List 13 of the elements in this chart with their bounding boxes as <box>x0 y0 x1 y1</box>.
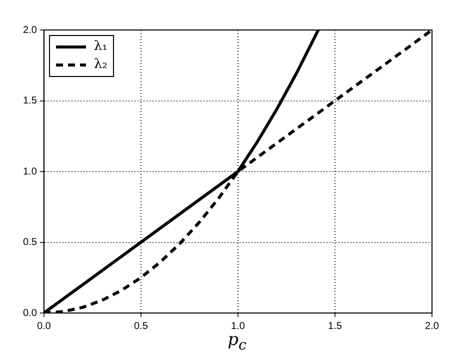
x-axis-title: p$_{c}$ <box>226 330 248 354</box>
x-tick-label: 0.0 <box>36 320 52 332</box>
x-tick-label: 1.5 <box>328 320 342 332</box>
x-tick-label: 1.0 <box>231 320 246 332</box>
x-tick-label: 0.5 <box>134 320 148 332</box>
y-tick-label: 0.0 <box>22 308 38 319</box>
legend-label: λ₁ <box>94 38 108 56</box>
y-tick-label: 1.5 <box>22 96 38 106</box>
x-tick-label: 2.0 <box>425 320 440 332</box>
y-tick-label: 1.0 <box>22 166 38 178</box>
y-tick-label: 2.0 <box>22 24 38 36</box>
y-tick-label: 0.5 <box>22 237 38 248</box>
legend-label: λ₂ <box>94 56 108 74</box>
